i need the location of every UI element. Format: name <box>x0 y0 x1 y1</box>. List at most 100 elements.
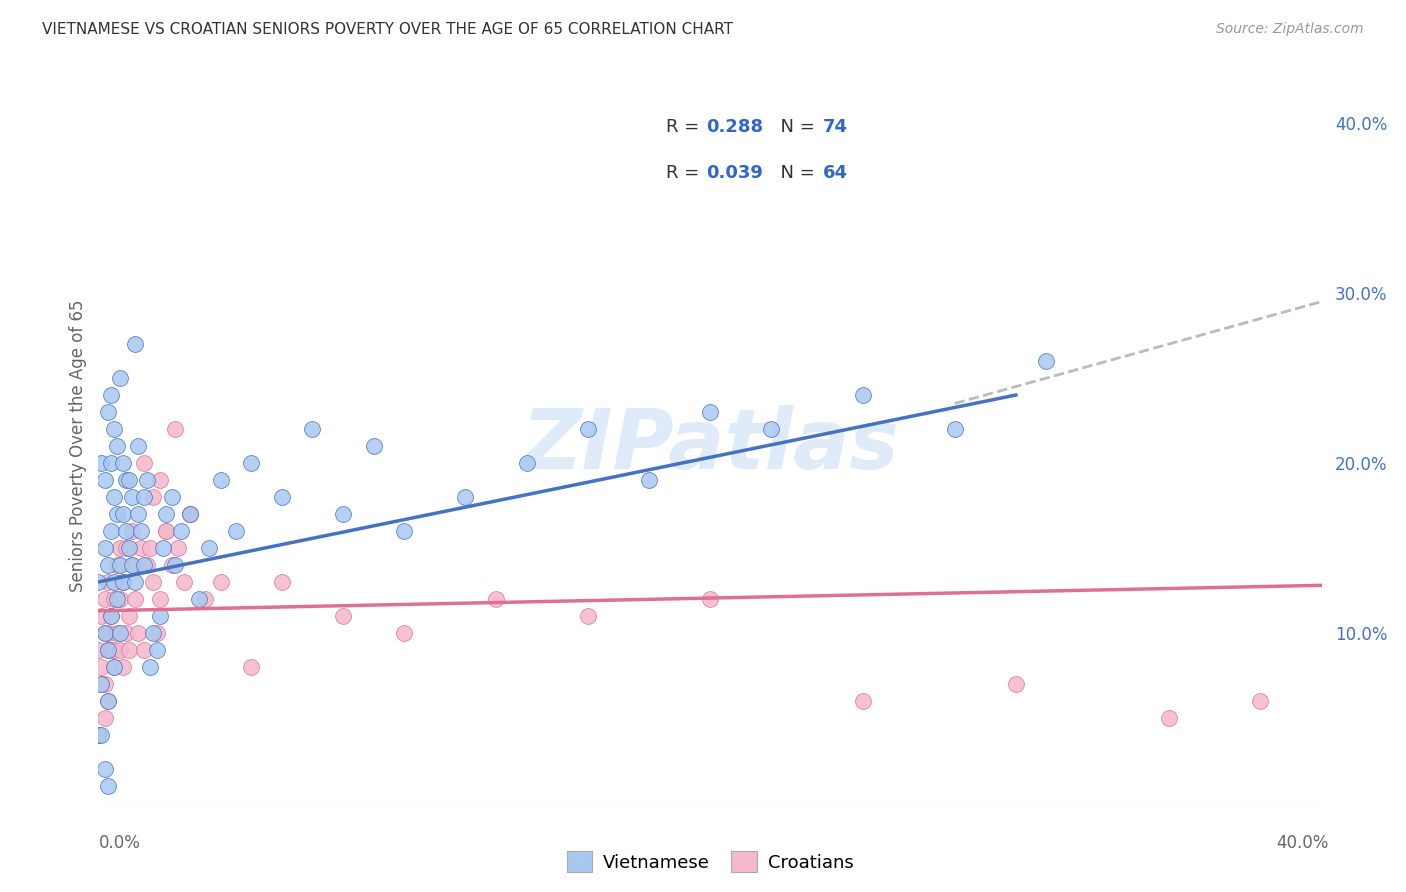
Point <box>576 608 599 623</box>
Point <box>90 608 112 623</box>
Point <box>87 643 110 657</box>
Point <box>188 591 211 606</box>
Point <box>111 574 134 589</box>
Point <box>209 473 232 487</box>
Point <box>155 524 177 538</box>
Point <box>134 643 156 657</box>
Point <box>103 422 125 436</box>
Point <box>179 507 201 521</box>
Point <box>121 558 143 572</box>
Point <box>115 524 138 538</box>
Point <box>149 608 172 623</box>
Point <box>145 643 167 657</box>
Point <box>87 728 110 742</box>
Point <box>129 524 152 538</box>
Point <box>118 541 141 555</box>
Point <box>270 490 292 504</box>
Point <box>103 574 125 589</box>
Point <box>115 473 138 487</box>
Point <box>179 507 201 521</box>
Point <box>93 711 115 725</box>
Point <box>111 507 134 521</box>
Point <box>100 388 122 402</box>
Point <box>699 591 721 606</box>
Point <box>111 574 134 589</box>
Point <box>124 337 146 351</box>
Legend: Vietnamese, Croatians: Vietnamese, Croatians <box>560 844 860 880</box>
Point <box>97 779 120 793</box>
Point <box>127 626 149 640</box>
Point <box>759 422 782 436</box>
Point <box>100 608 122 623</box>
Point <box>1249 694 1271 708</box>
Point <box>142 490 165 504</box>
Point <box>637 473 661 487</box>
Point <box>97 694 120 708</box>
Point <box>163 558 186 572</box>
Point <box>111 660 134 674</box>
Point <box>194 591 217 606</box>
Point <box>179 507 201 521</box>
Point <box>108 371 131 385</box>
Point <box>943 422 966 436</box>
Point <box>108 541 131 555</box>
Text: Source: ZipAtlas.com: Source: ZipAtlas.com <box>1216 22 1364 37</box>
Point <box>152 541 174 555</box>
Point <box>97 626 120 640</box>
Point <box>90 456 112 470</box>
Text: 0.288: 0.288 <box>706 118 763 136</box>
Point <box>363 439 385 453</box>
Y-axis label: Seniors Poverty Over the Age of 65: Seniors Poverty Over the Age of 65 <box>69 300 87 592</box>
Point <box>103 591 125 606</box>
Point <box>118 608 141 623</box>
Point <box>139 660 162 674</box>
Point <box>118 643 141 657</box>
Point <box>134 490 156 504</box>
Point <box>103 660 125 674</box>
Point <box>516 456 538 470</box>
Point <box>87 574 110 589</box>
Point <box>134 558 156 572</box>
Point <box>136 473 159 487</box>
Point <box>121 558 143 572</box>
Point <box>173 574 195 589</box>
Point <box>225 524 247 538</box>
Point <box>90 677 112 691</box>
Text: N =: N = <box>769 164 820 182</box>
Point <box>118 473 141 487</box>
Point <box>100 524 122 538</box>
Point <box>103 643 125 657</box>
Text: 0.0%: 0.0% <box>98 834 141 852</box>
Point <box>136 558 159 572</box>
Point <box>124 591 146 606</box>
Point <box>87 728 110 742</box>
Point <box>197 541 219 555</box>
Point <box>90 728 112 742</box>
Text: N =: N = <box>769 118 820 136</box>
Point <box>93 591 115 606</box>
Point <box>454 490 477 504</box>
Point <box>149 473 172 487</box>
Point <box>163 422 186 436</box>
Point <box>209 574 232 589</box>
Point <box>149 591 172 606</box>
Point <box>93 626 115 640</box>
Text: R =: R = <box>666 118 704 136</box>
Point <box>332 608 354 623</box>
Point <box>108 591 131 606</box>
Point <box>115 541 138 555</box>
Point <box>93 473 115 487</box>
Point <box>105 507 128 521</box>
Point <box>103 490 125 504</box>
Point <box>115 626 138 640</box>
Point <box>105 591 128 606</box>
Point <box>142 574 165 589</box>
Point <box>576 422 599 436</box>
Point <box>97 558 120 572</box>
Point <box>160 490 183 504</box>
Point <box>332 507 354 521</box>
Point <box>1157 711 1180 725</box>
Point <box>155 524 177 538</box>
Text: 0.039: 0.039 <box>706 164 763 182</box>
Point <box>121 490 143 504</box>
